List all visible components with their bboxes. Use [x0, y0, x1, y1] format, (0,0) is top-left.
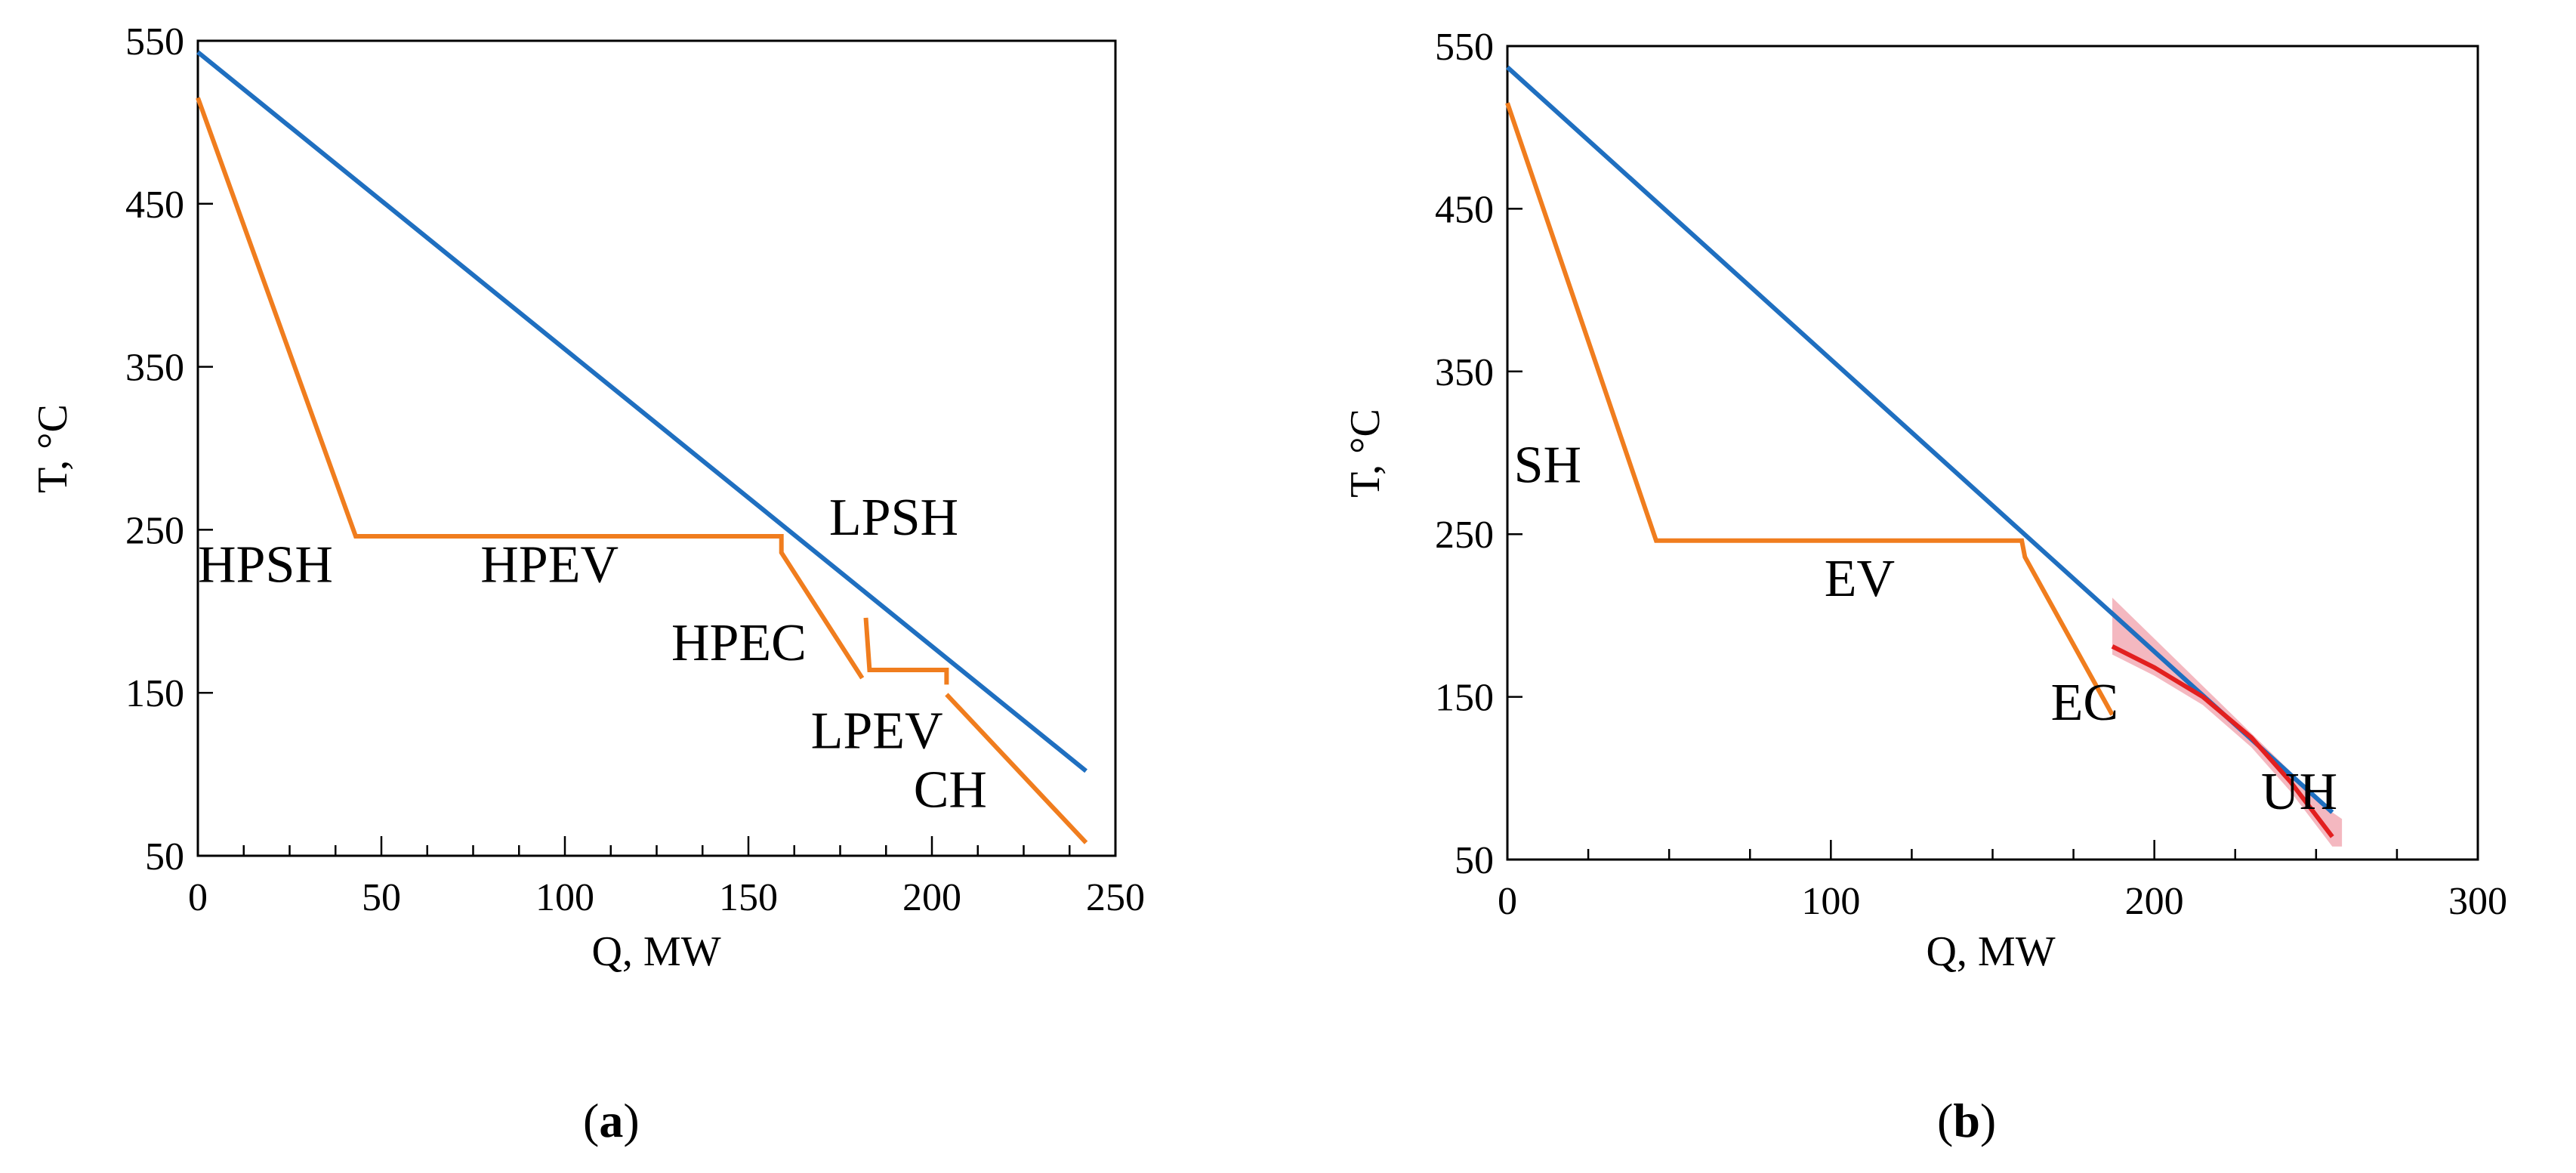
panel-a-y-tick-label: 350 — [125, 347, 184, 390]
panel-b-plot-frame — [1506, 45, 2479, 861]
panel-a-x-tick-label: 50 — [362, 876, 401, 919]
panel-a-caption: (a) — [583, 1094, 640, 1147]
panel-a-label-hpev: HPEV — [480, 536, 619, 594]
panel-a-x-tick-label: 150 — [719, 876, 778, 919]
panel-b-series-gas-line — [1505, 65, 2334, 814]
panel-a-series-gas-line — [196, 50, 1087, 773]
panel-a-label-lpsh: LPSH — [829, 489, 958, 547]
panel-b-y-tick-label: 150 — [1435, 677, 1494, 720]
panel-a-label-hpsh: HPSH — [198, 536, 333, 594]
panel-b-x-axis-label: Q, MW — [1926, 928, 2055, 975]
panel-b-caption: (b) — [1937, 1094, 1996, 1147]
panel-b-series-water-line — [1505, 102, 2115, 716]
panel-b-y-axis-label: T, °C — [1342, 409, 1389, 498]
panel-a-series-water-line — [196, 97, 865, 680]
panel-b-x-tick-label: 100 — [1801, 880, 1860, 923]
panel-a-y-tick-label: 50 — [145, 835, 184, 878]
panel-a-caption-letter: a — [599, 1094, 623, 1147]
panel-b-label-ev: EV — [1825, 550, 1895, 608]
panel-a-label-lpev: LPEV — [811, 702, 943, 761]
panel-a-series-water-line — [863, 617, 949, 685]
panel-a-y-tick-label: 450 — [125, 184, 184, 227]
panel-b-label-ec: EC — [2051, 674, 2118, 732]
panel-b-uh-band — [2112, 597, 2343, 847]
panel-b-label-sh: SH — [1514, 436, 1581, 494]
panel-a-x-tick-label: 0 — [188, 876, 208, 919]
panel-a-label-ch: CH — [914, 761, 987, 819]
panel-a-x-tick-label: 200 — [902, 876, 961, 919]
panel-b-caption-letter: b — [1953, 1094, 1980, 1147]
panel-b-y-tick-label: 550 — [1435, 26, 1494, 69]
panel-a-caption-open: ( — [583, 1094, 599, 1147]
panel-a-y-axis-label: T, °C — [29, 404, 76, 493]
panel-b-y-tick-label: 350 — [1435, 351, 1494, 394]
panel-b: 0 100 200 300 50 150 250 350 450 550 SH EV EC UH Q, MW… — [1342, 26, 2507, 1147]
panel-a-y-tick-label: 150 — [125, 672, 184, 715]
panel-b-y-tick-label: 50 — [1455, 839, 1494, 882]
panel-b-y-tick-label: 250 — [1435, 514, 1494, 557]
panel-a-y-tick-label: 250 — [125, 509, 184, 552]
panel-b-y-tick-label: 450 — [1435, 188, 1494, 231]
panel-a-y-tick-label: 550 — [125, 20, 184, 63]
panel-b-label-uh: UH — [2261, 763, 2337, 821]
panel-b-caption-close: ) — [1980, 1094, 1996, 1147]
panel-a-caption-close: ) — [623, 1094, 639, 1147]
panel-a-x-tick-label: 100 — [535, 876, 594, 919]
panel-b-x-tick-label: 200 — [2125, 880, 2184, 923]
panel-a-x-axis-label: Q, MW — [591, 928, 720, 975]
panel-b-x-tick-label: 0 — [1498, 880, 1517, 923]
panel-b-x-tick-label: 300 — [2448, 880, 2507, 923]
panel-b-caption-open: ( — [1937, 1094, 1953, 1147]
panel-a-x-tick-label: 250 — [1086, 876, 1145, 919]
panel-b-series-uh-line — [2111, 644, 2334, 838]
panel-a-label-hpec: HPEC — [671, 614, 807, 672]
panel-a-series-water-line — [945, 693, 1088, 844]
